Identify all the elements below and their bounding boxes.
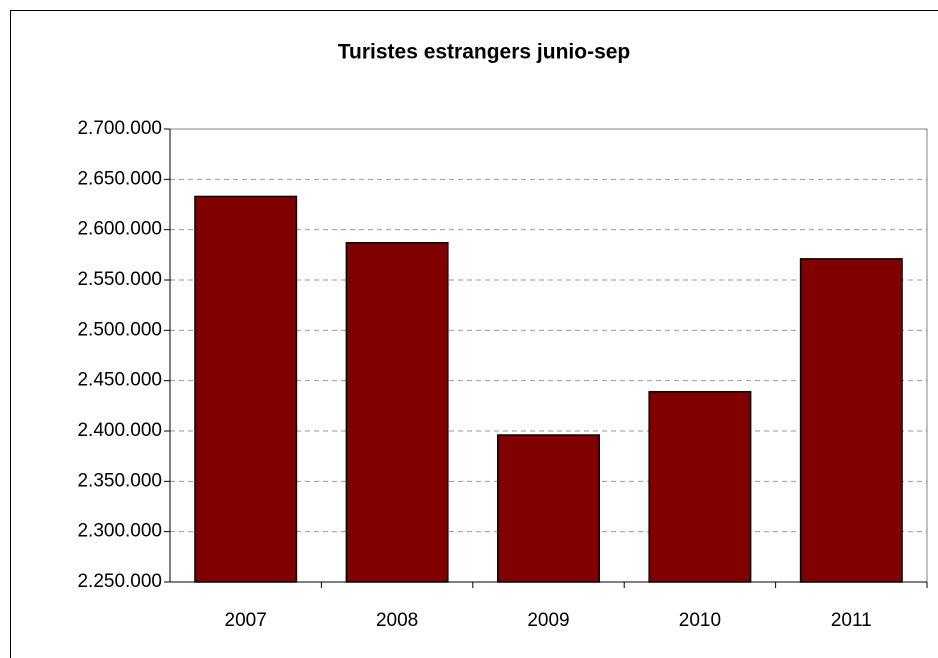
y-tick-label: 2.650.000: [77, 168, 162, 189]
bar: [345, 242, 449, 583]
x-tick-label: 2008: [376, 610, 418, 631]
y-tick-label: 2.600.000: [77, 219, 162, 240]
x-tick-label: 2009: [527, 610, 569, 631]
bar: [194, 195, 298, 583]
bar: [799, 258, 903, 583]
bar: [497, 434, 600, 583]
x-tick-label: 2007: [225, 610, 267, 631]
x-tick-label: 2010: [679, 610, 721, 631]
x-tick-label: 2011: [831, 610, 872, 631]
y-tick-label: 2.250.000: [77, 571, 162, 592]
y-tick-label: 2.550.000: [77, 269, 162, 290]
y-tick-label: 2.350.000: [77, 470, 162, 491]
y-tick-label: 2.500.000: [77, 319, 162, 340]
chart-area: [10, 10, 938, 658]
y-tick-label: 2.700.000: [77, 118, 162, 139]
bar: [648, 390, 752, 583]
y-tick-label: 2.450.000: [77, 370, 162, 391]
y-tick-label: 2.400.000: [77, 420, 162, 441]
chart-title: Turistes estrangers junio-sep: [338, 41, 631, 64]
y-tick-label: 2.300.000: [77, 521, 162, 542]
